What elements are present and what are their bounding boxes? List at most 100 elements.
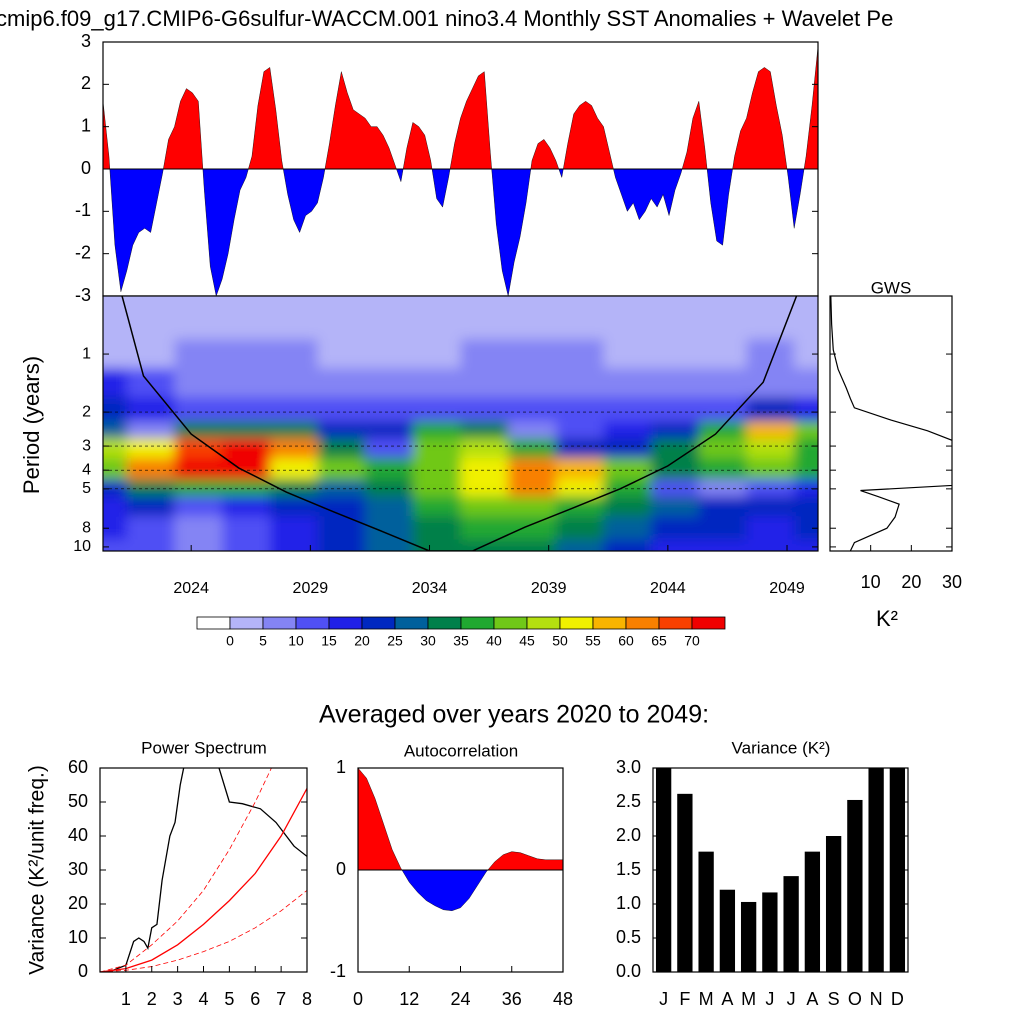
contour-cell (460, 438, 509, 459)
colorbar-box (229, 616, 264, 630)
contour-cell (746, 539, 795, 551)
x-tick-label: 2024 (173, 580, 209, 597)
contour-cell (555, 539, 604, 551)
contour-cell (555, 516, 604, 541)
contour-cell (222, 421, 271, 439)
contour-cell (222, 479, 271, 497)
plot-frame (829, 295, 953, 552)
cone-of-influence (121, 296, 798, 551)
negative-area (103, 169, 818, 296)
colorbar-box (559, 616, 594, 630)
contour-cell (317, 479, 366, 497)
gws-line (830, 296, 952, 551)
contour-cell (269, 479, 318, 497)
contour-cell (651, 421, 700, 439)
contour-cell (698, 368, 747, 398)
x-tick-label: D (891, 989, 904, 1009)
contour-cell (412, 368, 461, 398)
contour-cell (103, 368, 128, 398)
contour-cell (317, 516, 366, 541)
contour-cell (555, 339, 604, 369)
panel-title: GWS (871, 278, 912, 297)
plot-area (103, 296, 818, 551)
contour-cell (222, 458, 271, 481)
bar (655, 768, 672, 972)
contour-cell (126, 539, 175, 551)
contour-cell (651, 479, 700, 497)
contour-cell (412, 496, 461, 517)
positive-area (103, 46, 818, 169)
bar (740, 901, 757, 972)
y-tick-label: 1.0 (616, 893, 641, 913)
contour-cell (460, 368, 509, 398)
x-tick-label: 36 (502, 989, 522, 1009)
contour-cell (174, 496, 223, 517)
contour-cell (365, 479, 414, 497)
colorbar-box (691, 616, 726, 630)
contour-cell (698, 496, 747, 517)
plot-area (358, 768, 563, 912)
contour-cell (508, 539, 557, 551)
plot-frame (102, 295, 819, 552)
contour-cell (460, 310, 509, 340)
contour-cell (794, 496, 818, 517)
bar (698, 851, 714, 972)
x-tick-label: 0 (353, 989, 363, 1009)
contour-cell (126, 496, 175, 517)
contour-cell (508, 438, 557, 459)
y-tick-label: 10 (68, 927, 88, 947)
contour-cell (794, 516, 818, 541)
bar (804, 851, 821, 972)
positive-area (358, 768, 563, 870)
contour-cell (508, 516, 557, 541)
contour-cell (698, 310, 747, 340)
contour-cell (555, 438, 604, 459)
bar (762, 892, 778, 972)
y-tick-label: 3.0 (616, 757, 641, 777)
bar (889, 768, 906, 972)
y-tick-label: -3 (75, 285, 91, 305)
colorbar-label: 65 (651, 633, 667, 649)
x-tick-label: J (659, 989, 668, 1009)
y-tick-label: 1.5 (616, 859, 641, 879)
contour-cell (651, 496, 700, 517)
contour-cell (317, 296, 366, 311)
contour-cell (174, 397, 223, 422)
contour-cell (746, 496, 795, 517)
x-tick-label: 24 (450, 989, 470, 1009)
contour-cell (794, 421, 818, 439)
contour-cell (698, 479, 747, 497)
colorbar-box (526, 616, 561, 630)
contour-cell (269, 496, 318, 517)
x-tick-label: 20 (901, 572, 921, 592)
contour-cell (555, 458, 604, 481)
colorbar-box (592, 616, 627, 630)
contour-cell (508, 479, 557, 497)
y-tick-label: 8 (82, 519, 91, 536)
contour-cell (269, 438, 318, 459)
contour-cell (103, 516, 128, 541)
y-tick-label: -2 (75, 242, 91, 262)
contour-cell (794, 339, 818, 369)
contour-cell (365, 438, 414, 459)
x-tick-label: M (699, 989, 714, 1009)
x-tick-label: 2034 (412, 580, 448, 597)
y-tick-label: -1 (330, 961, 346, 981)
contour-field (103, 296, 818, 551)
contour-cell (651, 368, 700, 398)
contour-cell (603, 458, 652, 481)
contour-cell (365, 368, 414, 398)
contour-cell (412, 421, 461, 439)
outline (358, 768, 563, 912)
contour-cell (508, 397, 557, 422)
contour-cell (460, 397, 509, 422)
contour-cell (317, 368, 366, 398)
contour-cell (651, 539, 700, 551)
x-axis-label: K² (876, 606, 898, 631)
figure-title: cmip6.f09_g17.CMIP6-G6sulfur-WACCM.001 n… (0, 6, 893, 31)
contour-cell (603, 516, 652, 541)
contour-cell (269, 310, 318, 340)
contour-cell (794, 296, 818, 311)
contour-cell (651, 516, 700, 541)
colorbar-label: 40 (486, 633, 502, 649)
